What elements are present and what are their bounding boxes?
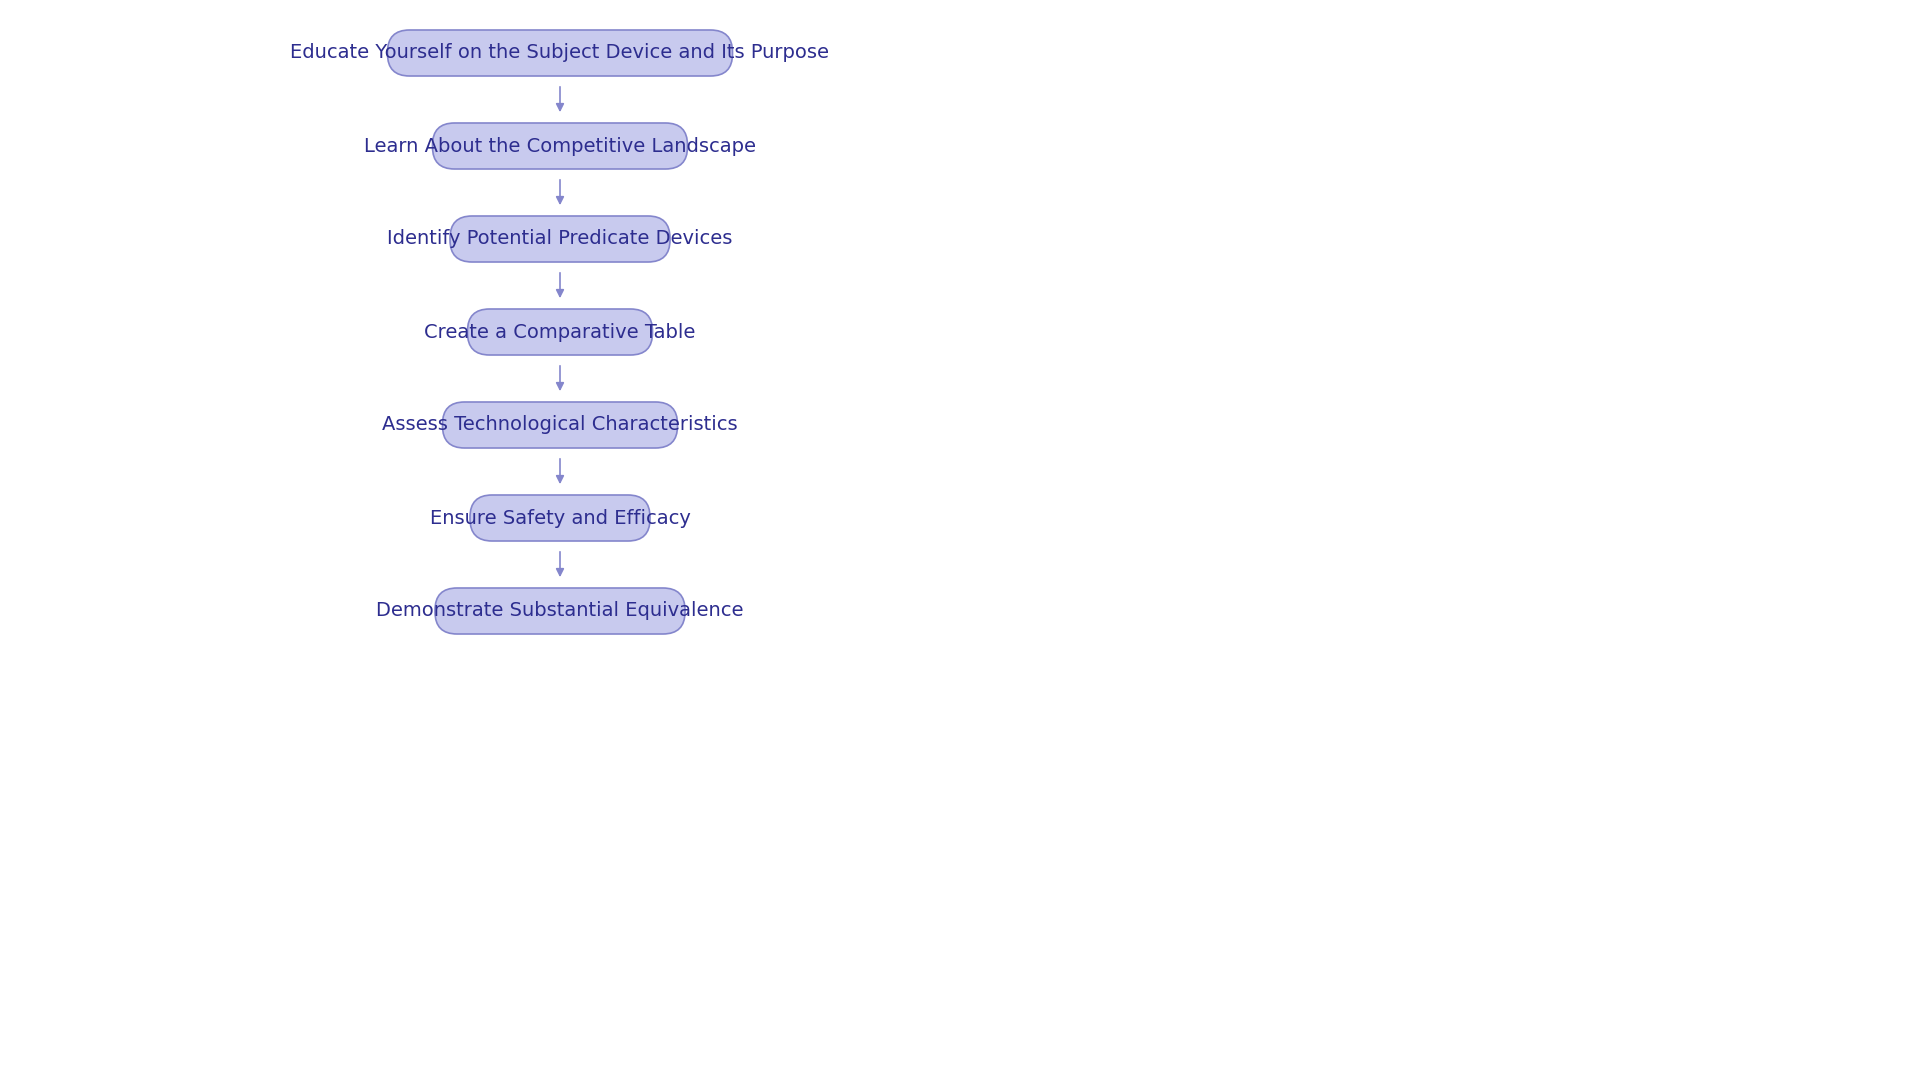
Text: Learn About the Competitive Landscape: Learn About the Competitive Landscape xyxy=(365,136,756,156)
Text: Assess Technological Characteristics: Assess Technological Characteristics xyxy=(382,416,737,434)
FancyBboxPatch shape xyxy=(432,123,687,168)
FancyBboxPatch shape xyxy=(388,30,733,76)
FancyBboxPatch shape xyxy=(470,495,651,541)
Text: Demonstrate Substantial Equivalence: Demonstrate Substantial Equivalence xyxy=(376,602,743,621)
FancyBboxPatch shape xyxy=(436,588,685,634)
FancyBboxPatch shape xyxy=(449,216,670,262)
FancyBboxPatch shape xyxy=(442,402,678,448)
Text: Ensure Safety and Efficacy: Ensure Safety and Efficacy xyxy=(430,509,691,527)
FancyBboxPatch shape xyxy=(467,309,653,355)
Text: Identify Potential Predicate Devices: Identify Potential Predicate Devices xyxy=(388,230,733,248)
Text: Create a Comparative Table: Create a Comparative Table xyxy=(424,323,695,341)
Text: Educate Yourself on the Subject Device and Its Purpose: Educate Yourself on the Subject Device a… xyxy=(290,43,829,63)
